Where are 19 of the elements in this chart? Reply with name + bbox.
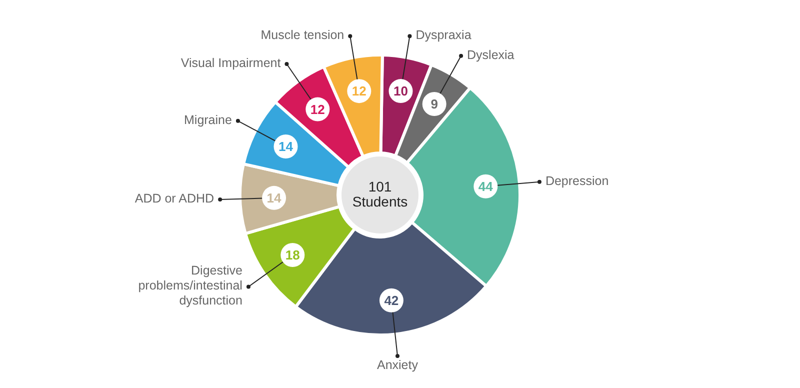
slice-label: Muscle tension	[260, 28, 344, 42]
data-label: 42	[384, 292, 399, 308]
data-label: 12	[352, 84, 366, 99]
data-label: 12	[310, 102, 325, 117]
slice-label: Depression	[545, 174, 609, 188]
data-label: 44	[478, 178, 494, 194]
slice-label: Dyspraxia	[416, 28, 472, 42]
data-label: 18	[285, 248, 300, 263]
data-label: 14	[278, 139, 294, 154]
slice-label: Migraine	[184, 113, 232, 128]
slice-label: ADD or ADHD	[134, 192, 214, 206]
data-label: 14	[266, 190, 282, 206]
text: 101 Students	[352, 178, 408, 210]
slice-label: Digestive problems/intestinal dysfunction	[138, 264, 243, 308]
slice-label: Dyslexia	[467, 48, 514, 62]
data-label: 10	[394, 84, 408, 99]
slice-label: Visual Impairment	[180, 56, 282, 70]
slice-label: Anxiety	[376, 358, 419, 372]
data-label: 9	[430, 96, 438, 112]
